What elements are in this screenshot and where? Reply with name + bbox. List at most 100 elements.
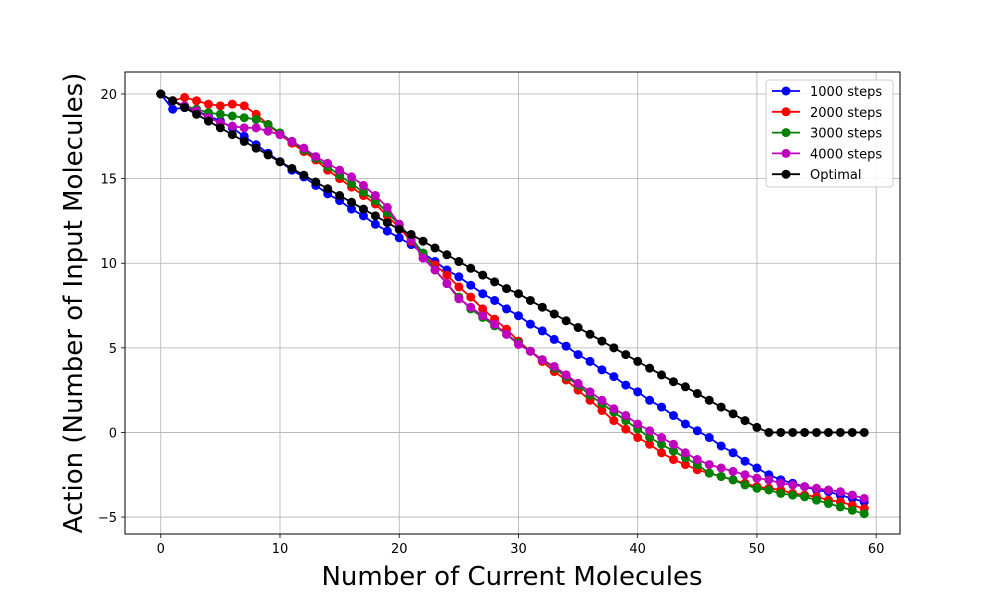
data-point [812, 483, 822, 493]
data-point [704, 395, 714, 405]
data-point [430, 243, 440, 253]
data-point [847, 427, 857, 437]
data-point [740, 480, 750, 490]
data-point [287, 136, 297, 146]
data-point [311, 177, 321, 187]
data-point [549, 334, 559, 344]
series-optimal [156, 89, 869, 437]
y-tick-label: 0 [109, 426, 117, 441]
legend-swatch-marker [781, 128, 791, 138]
data-point [704, 460, 714, 470]
data-point [215, 101, 225, 111]
data-point [513, 339, 523, 349]
data-point [692, 389, 702, 399]
data-point [812, 427, 822, 437]
data-point [645, 363, 655, 373]
data-point [752, 473, 762, 483]
data-point [335, 165, 345, 175]
data-point [573, 350, 583, 360]
legend: 1000 steps 2000 steps 3000 steps 4000 steps… [765, 79, 894, 188]
data-point [525, 295, 535, 305]
data-point [370, 219, 380, 229]
data-point [537, 302, 547, 312]
data-point [752, 422, 762, 432]
data-point [323, 184, 333, 194]
data-point [764, 475, 774, 485]
data-point [859, 427, 869, 437]
x-tick-label: 40 [629, 542, 646, 557]
data-point [657, 433, 667, 443]
data-point [716, 471, 726, 481]
data-point [609, 372, 619, 382]
data-point [347, 172, 357, 182]
data-point [215, 109, 225, 119]
data-point [680, 448, 690, 458]
data-point [740, 470, 750, 480]
data-point [716, 402, 726, 412]
data-point [835, 502, 845, 512]
data-point [668, 455, 678, 465]
data-point [466, 292, 476, 302]
data-point [657, 448, 667, 458]
data-point [382, 202, 392, 212]
data-point [597, 365, 607, 375]
data-point [525, 346, 535, 356]
data-point [156, 89, 166, 99]
data-point [406, 229, 416, 239]
y-tick-label: 20 [100, 88, 117, 103]
data-point [490, 277, 500, 287]
data-point [299, 170, 309, 180]
data-point [788, 427, 798, 437]
y-tick-label: 15 [100, 173, 117, 188]
data-point [692, 426, 702, 436]
data-point [800, 427, 810, 437]
data-point [561, 316, 571, 326]
data-point [263, 126, 273, 136]
data-point [621, 350, 631, 360]
data-point [358, 211, 368, 221]
data-point [251, 143, 261, 153]
data-point [239, 136, 249, 146]
data-point [585, 356, 595, 366]
data-point [764, 427, 774, 437]
data-point [633, 419, 643, 429]
data-point [585, 329, 595, 339]
data-point [478, 289, 488, 299]
data-point [168, 96, 178, 106]
data-point [657, 402, 667, 412]
data-point [239, 123, 249, 133]
data-point [561, 341, 571, 351]
legend-label: 4000 steps [810, 147, 882, 162]
data-point [621, 411, 631, 421]
data-point [418, 236, 428, 246]
legend-item: 2000 steps [772, 106, 882, 121]
data-point [287, 163, 297, 173]
data-point [549, 309, 559, 319]
data-point [859, 509, 869, 519]
data-point [442, 279, 452, 289]
data-point [609, 416, 619, 426]
data-point [394, 233, 404, 243]
data-point [728, 475, 738, 485]
data-point [382, 226, 392, 236]
data-point [168, 104, 178, 114]
x-tick-label: 50 [749, 542, 766, 557]
data-point [823, 427, 833, 437]
y-tick-label: 5 [109, 342, 117, 357]
data-point [573, 378, 583, 388]
data-point [788, 480, 798, 490]
data-point [275, 157, 285, 167]
data-point [323, 158, 333, 168]
data-point [418, 253, 428, 263]
data-point [382, 218, 392, 228]
data-point [358, 180, 368, 190]
data-point [347, 197, 357, 207]
data-point [466, 280, 476, 290]
data-point [668, 439, 678, 449]
data-point [251, 114, 261, 124]
data-point [728, 448, 738, 458]
legend-label: 1000 steps [810, 85, 882, 100]
data-point [537, 326, 547, 336]
data-point [192, 109, 202, 119]
data-point [466, 302, 476, 312]
